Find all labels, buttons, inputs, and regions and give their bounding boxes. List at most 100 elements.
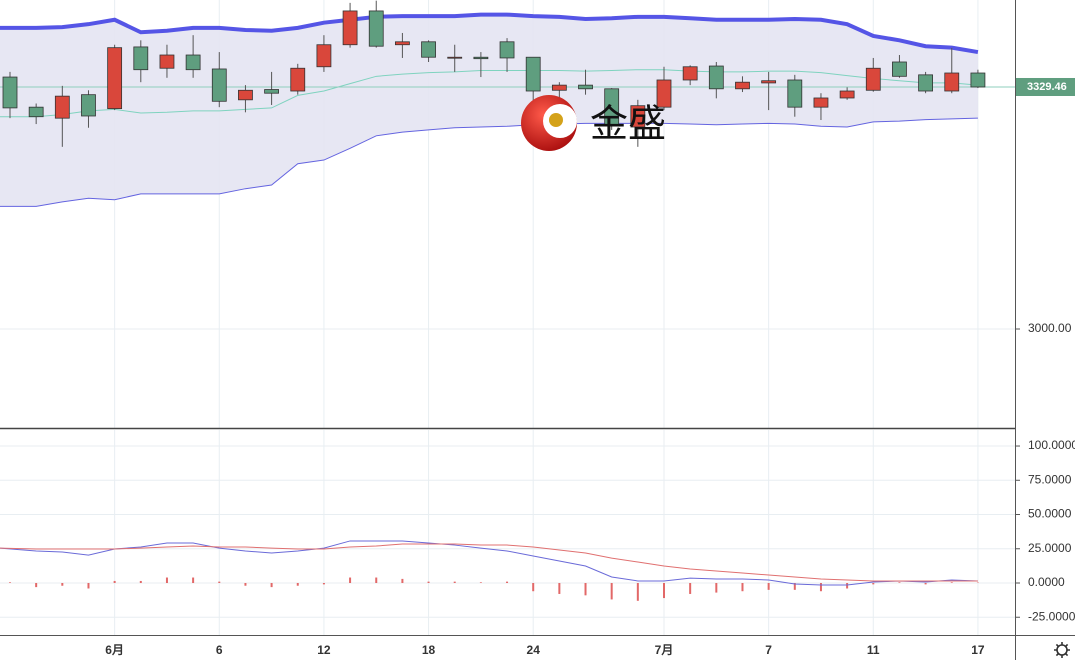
histogram-bar xyxy=(584,583,587,596)
histogram-bar xyxy=(9,582,11,584)
candle-body xyxy=(735,81,750,90)
macd-line xyxy=(0,540,978,586)
histogram-bar xyxy=(950,582,953,584)
candle-body xyxy=(682,66,698,81)
candle-body xyxy=(761,80,777,84)
histogram-bar xyxy=(139,580,142,584)
x-tick-label: 24 xyxy=(527,643,541,657)
candle-body xyxy=(473,56,489,60)
y-tick-label: 25.0000 xyxy=(1028,541,1072,555)
histogram-bar xyxy=(636,583,639,601)
histogram-bar xyxy=(35,583,38,588)
histogram-bar xyxy=(61,583,64,586)
histogram-bar xyxy=(924,583,927,585)
candle-body xyxy=(447,56,463,59)
candle-body xyxy=(918,74,933,92)
last-price-label: 3329.46 xyxy=(1027,81,1067,93)
histogram-bar xyxy=(322,583,325,585)
y-tick-label: 3000.00 xyxy=(1028,321,1072,335)
candle-body xyxy=(133,46,149,71)
candle-body xyxy=(159,54,175,69)
y-tick-label: 75.0000 xyxy=(1028,472,1072,486)
axes: 6月 6 12 18 24 7月 7 11 17 3000.00 3329.46 100.0000 75… xyxy=(105,77,1075,657)
candle-body xyxy=(2,76,18,109)
histogram-bar xyxy=(165,577,168,584)
histogram-bar xyxy=(192,577,195,584)
candle-body xyxy=(368,10,384,47)
candle-body xyxy=(813,97,829,108)
candle-body xyxy=(342,10,358,46)
x-tick-label: 11 xyxy=(867,643,880,657)
candle-body xyxy=(604,88,620,126)
band-line xyxy=(0,117,978,207)
macd-panel xyxy=(0,540,979,601)
last-price-tag xyxy=(1016,77,1075,96)
candle-body xyxy=(578,84,593,90)
histogram-bar xyxy=(349,577,352,584)
x-tick-label: 12 xyxy=(317,643,331,657)
watermark-text: 金盛 xyxy=(590,102,666,146)
histogram-bar xyxy=(819,583,822,592)
macd-line xyxy=(0,543,978,582)
candle-body xyxy=(185,54,201,71)
watermark: 金盛 xyxy=(521,95,666,151)
y-tick-label: 50.0000 xyxy=(1028,507,1072,521)
y-tick-label: 0.0000 xyxy=(1028,575,1065,589)
x-tick-label: 6月 xyxy=(105,643,124,657)
histogram-bar xyxy=(610,583,613,600)
candle-body xyxy=(290,67,306,92)
histogram-bar xyxy=(715,583,718,593)
candle-body xyxy=(708,65,724,90)
candle-body xyxy=(944,72,960,92)
candle-body xyxy=(238,89,253,101)
histogram-bar xyxy=(113,580,116,584)
candle-body xyxy=(211,68,227,102)
candle-body xyxy=(630,105,646,128)
band-line xyxy=(0,12,979,55)
candle-body xyxy=(107,47,123,110)
histogram-bar xyxy=(401,578,404,584)
candle-body xyxy=(970,72,986,88)
histogram-bar xyxy=(689,583,692,594)
x-tick-label: 7月 xyxy=(655,643,674,657)
x-tick-label: 6 xyxy=(216,643,223,657)
histogram-bar xyxy=(506,581,509,584)
histogram-bar xyxy=(375,577,378,584)
band-area xyxy=(0,14,978,207)
histogram-bar xyxy=(872,583,875,585)
candle-body xyxy=(421,41,436,58)
logo-dot xyxy=(549,113,563,127)
histogram-bar xyxy=(427,581,430,584)
histogram-bar xyxy=(270,583,273,588)
candle-body xyxy=(394,41,410,46)
main-panel xyxy=(0,0,1015,207)
histogram-bar xyxy=(767,583,770,590)
histogram-bar xyxy=(532,583,535,592)
candle-body xyxy=(865,67,881,91)
histogram-bar xyxy=(218,581,221,584)
histogram-bar xyxy=(846,583,849,589)
y-tick-label: 100.0000 xyxy=(1028,438,1075,452)
candle-body xyxy=(316,44,332,68)
band-line xyxy=(0,69,978,118)
candle-body xyxy=(839,90,855,99)
histogram-bar xyxy=(793,583,796,590)
settings-icon[interactable] xyxy=(1054,642,1070,658)
x-tick-label: 7 xyxy=(765,643,772,657)
candle-body xyxy=(787,79,803,108)
histogram-bar xyxy=(479,582,482,584)
candle-body xyxy=(656,79,672,108)
settings-teeth[interactable] xyxy=(1054,642,1070,658)
x-tick-label: 17 xyxy=(971,643,985,657)
histogram-bar xyxy=(87,583,90,589)
candle-body xyxy=(28,106,44,118)
histogram-bar xyxy=(663,583,665,599)
candle-body xyxy=(264,89,280,94)
histogram-bar xyxy=(898,582,901,584)
candle-body xyxy=(892,61,907,77)
y-tick-label: -25.0000 xyxy=(1028,609,1075,623)
histogram-bar xyxy=(296,583,299,586)
candle-body xyxy=(54,95,70,119)
x-tick-label: 18 xyxy=(422,643,436,657)
